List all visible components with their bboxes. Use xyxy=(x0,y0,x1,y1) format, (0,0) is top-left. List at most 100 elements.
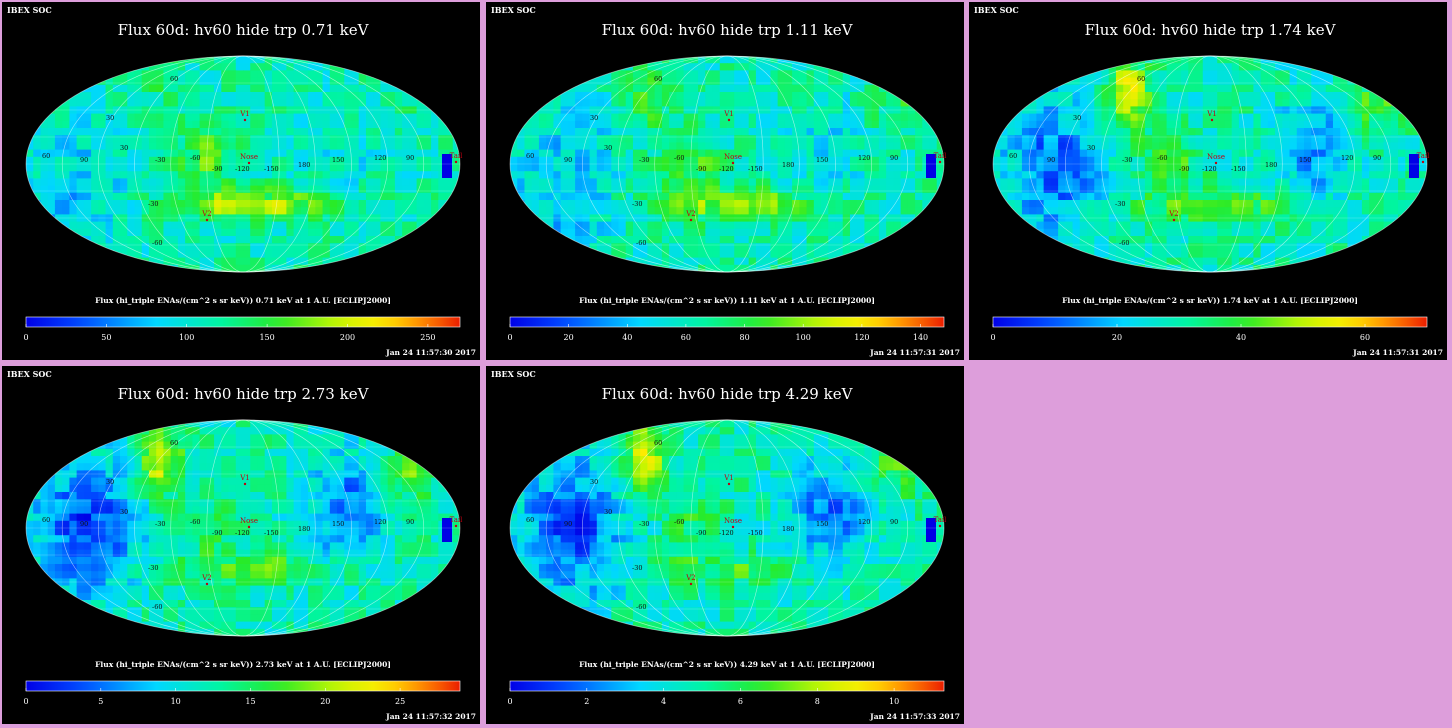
heatmap-cell xyxy=(1159,164,1168,172)
heatmap-cell xyxy=(763,185,771,194)
heatmap-cell xyxy=(365,156,374,165)
heatmap-cell xyxy=(828,228,837,237)
heatmap-cell xyxy=(806,84,815,93)
heatmap-cell xyxy=(1318,113,1327,122)
heatmap-cell xyxy=(1282,171,1291,179)
heatmap-cell xyxy=(322,77,331,86)
heatmap-cell xyxy=(120,463,128,471)
heatmap-cell xyxy=(1166,99,1175,107)
heatmap-cell xyxy=(1195,250,1204,259)
heatmap-cell xyxy=(741,214,750,223)
heatmap-cell xyxy=(1318,99,1327,107)
heatmap-cell xyxy=(1304,250,1312,259)
heatmap-cell xyxy=(821,113,829,122)
heatmap-cell xyxy=(156,120,165,129)
heatmap-cell xyxy=(148,214,157,223)
heatmap-cell xyxy=(792,120,800,129)
heatmap-cell xyxy=(1369,200,1377,208)
heatmap-cell xyxy=(1217,243,1226,251)
heatmap-cell xyxy=(1405,207,1414,215)
heatmap-cell xyxy=(618,128,627,136)
longitude-label: -90 xyxy=(696,165,706,173)
heatmap-cell xyxy=(416,106,425,115)
heatmap-cell xyxy=(199,441,208,450)
heatmap-cell xyxy=(308,420,316,428)
heatmap-cell xyxy=(76,156,85,165)
heatmap-cell xyxy=(293,120,302,129)
heatmap-cell xyxy=(308,456,316,464)
heatmap-cell xyxy=(553,178,562,187)
heatmap-cell xyxy=(337,228,345,237)
heatmap-cell xyxy=(611,106,620,115)
heatmap-cell xyxy=(604,164,612,172)
heatmap-cell xyxy=(416,200,425,208)
heatmap-cell xyxy=(510,149,518,158)
heatmap-cell xyxy=(243,463,251,471)
heatmap-cell xyxy=(1289,128,1298,136)
heatmap-cell xyxy=(1390,171,1399,179)
heatmap-cell xyxy=(1079,99,1088,107)
heatmap-cell xyxy=(741,92,750,100)
heatmap-cell xyxy=(1021,200,1030,208)
heatmap-cell xyxy=(915,207,923,215)
marker-dot xyxy=(205,218,209,222)
heatmap-cell xyxy=(192,156,201,165)
heatmap-cell xyxy=(632,156,641,165)
heatmap-cell xyxy=(308,250,316,259)
heatmap-cell xyxy=(596,149,605,158)
heatmap-cell xyxy=(618,221,627,230)
heatmap-cell xyxy=(329,185,338,194)
heatmap-cell xyxy=(1159,185,1168,194)
heatmap-cell xyxy=(669,77,677,86)
heatmap-cell xyxy=(531,142,540,151)
heatmap-cell xyxy=(98,214,107,223)
heatmap-cell xyxy=(1361,207,1370,215)
heatmap-cell xyxy=(120,228,128,237)
heatmap-cell xyxy=(763,200,771,208)
heatmap-cell xyxy=(206,427,215,435)
heatmap-cell xyxy=(112,214,121,223)
heatmap-cell xyxy=(322,156,331,165)
heatmap-cell xyxy=(792,221,800,230)
heatmap-cell xyxy=(322,135,331,143)
heatmap-cell xyxy=(134,128,143,136)
heatmap-cell xyxy=(1354,99,1363,107)
heatmap-cell xyxy=(698,257,706,266)
heatmap-cell xyxy=(1014,135,1023,143)
heatmap-cell xyxy=(589,178,598,187)
heatmap-cell xyxy=(640,214,649,223)
heatmap-cell xyxy=(654,142,663,151)
heatmap-cell xyxy=(163,207,172,215)
heatmap-cell xyxy=(329,171,338,179)
heatmap-cell xyxy=(1318,156,1327,165)
heatmap-cell xyxy=(784,192,793,201)
heatmap-cell xyxy=(228,250,237,259)
heatmap-cell xyxy=(828,236,837,244)
colorbar-label: Flux (hi_triple ENAs/(cm^2 s sr keV)) 1.… xyxy=(1062,296,1358,305)
heatmap-cell xyxy=(148,135,157,143)
heatmap-cell xyxy=(235,456,244,464)
heatmap-cell xyxy=(134,470,143,479)
heatmap-cell xyxy=(560,192,569,201)
heatmap-cell xyxy=(618,178,627,187)
heatmap-cell xyxy=(567,128,576,136)
heatmap-cell xyxy=(777,228,786,237)
heatmap-cell xyxy=(993,135,1001,143)
heatmap-cell xyxy=(365,106,374,115)
heatmap-cell xyxy=(538,135,547,143)
heatmap-cell xyxy=(156,84,165,93)
heatmap-cell xyxy=(741,156,750,165)
heatmap-cell xyxy=(1188,70,1197,79)
heatmap-cell xyxy=(373,434,382,443)
heatmap-cell xyxy=(351,120,360,129)
heatmap-cell xyxy=(250,463,259,471)
heatmap-cell xyxy=(770,214,779,223)
heatmap-cell xyxy=(1231,63,1240,71)
heatmap-cell xyxy=(156,456,165,464)
heatmap-cell xyxy=(1296,128,1305,136)
chart-title: Flux 60d: hv60 hide trp 2.73 keV xyxy=(118,385,370,403)
heatmap-cell xyxy=(1115,185,1124,194)
heatmap-cell xyxy=(1195,135,1204,143)
heatmap-cell xyxy=(1181,221,1189,230)
heatmap-cell xyxy=(1318,77,1327,86)
